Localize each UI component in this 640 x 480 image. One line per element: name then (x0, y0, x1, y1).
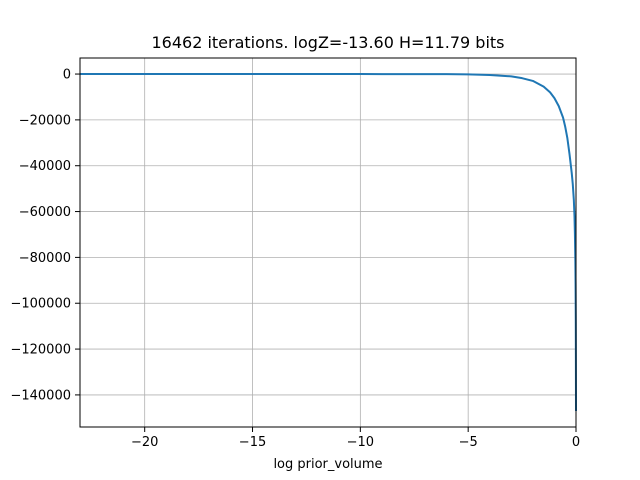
y-tick-label: −60000 (19, 205, 71, 220)
x-tick-label: −15 (239, 435, 266, 450)
y-tick-label: −140000 (10, 388, 71, 403)
x-tick-label: −10 (347, 435, 374, 450)
chart-title: 16462 iterations. logZ=-13.60 H=11.79 bi… (151, 33, 504, 52)
series-layer (80, 73, 577, 411)
y-tick-label: −40000 (19, 159, 71, 174)
plot-frame (79, 57, 577, 428)
ticks-layer: −20 −15 −10 −5 0 0 −20000 −40000 −60000 −80000 −10… (10, 68, 580, 450)
y-tick-label: −100000 (10, 297, 71, 312)
x-tick-label: −20 (131, 435, 158, 450)
y-tick-label: −120000 (10, 343, 71, 358)
y-tick-label: −80000 (19, 251, 71, 266)
x-tick-label: −5 (459, 435, 478, 450)
y-tick-label: −20000 (19, 113, 71, 128)
x-axis-label: log prior_volume (273, 457, 382, 472)
series-line (80, 73, 577, 411)
x-tick-label: 0 (572, 435, 580, 450)
y-tick-label: 0 (63, 68, 71, 83)
